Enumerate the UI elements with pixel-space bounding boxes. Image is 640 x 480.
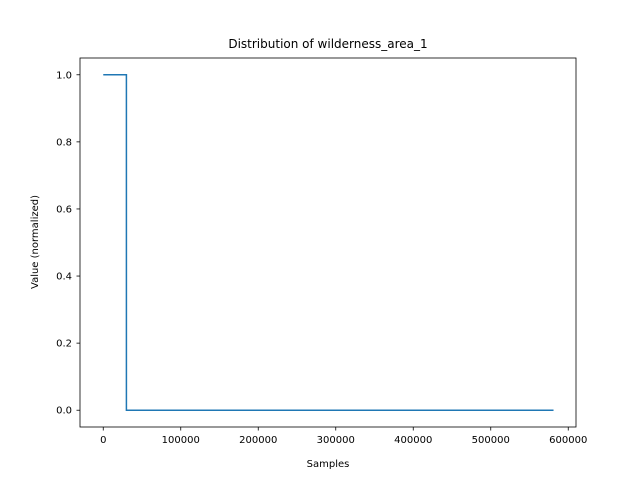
y-tick-label: 0.6 <box>56 204 72 215</box>
x-tick-label: 600000 <box>549 435 587 446</box>
x-tick-label: 200000 <box>239 435 277 446</box>
y-axis-label: Value (normalized) <box>30 195 41 289</box>
x-tick-label: 0 <box>100 435 106 446</box>
x-axis-label: Samples <box>307 459 350 470</box>
y-tick-label: 0.4 <box>56 272 72 283</box>
x-tick-label: 400000 <box>394 435 432 446</box>
y-tick-label: 1.0 <box>56 70 72 81</box>
series-line-0 <box>103 74 554 411</box>
x-tick-label: 500000 <box>472 435 510 446</box>
y-tick-label: 0.0 <box>56 406 72 417</box>
plot-layer <box>103 74 554 411</box>
chart-title: Distribution of wilderness_area_1 <box>228 37 427 51</box>
plot-frame <box>79 57 577 428</box>
y-tick-label: 0.2 <box>56 339 72 350</box>
x-tick-label: 300000 <box>317 435 355 446</box>
axes-layer: 0 100000 200000 300000 400000 500000 600000 0.0… <box>56 57 587 446</box>
y-tick-label: 0.8 <box>56 137 72 148</box>
x-tick-label: 100000 <box>162 435 200 446</box>
